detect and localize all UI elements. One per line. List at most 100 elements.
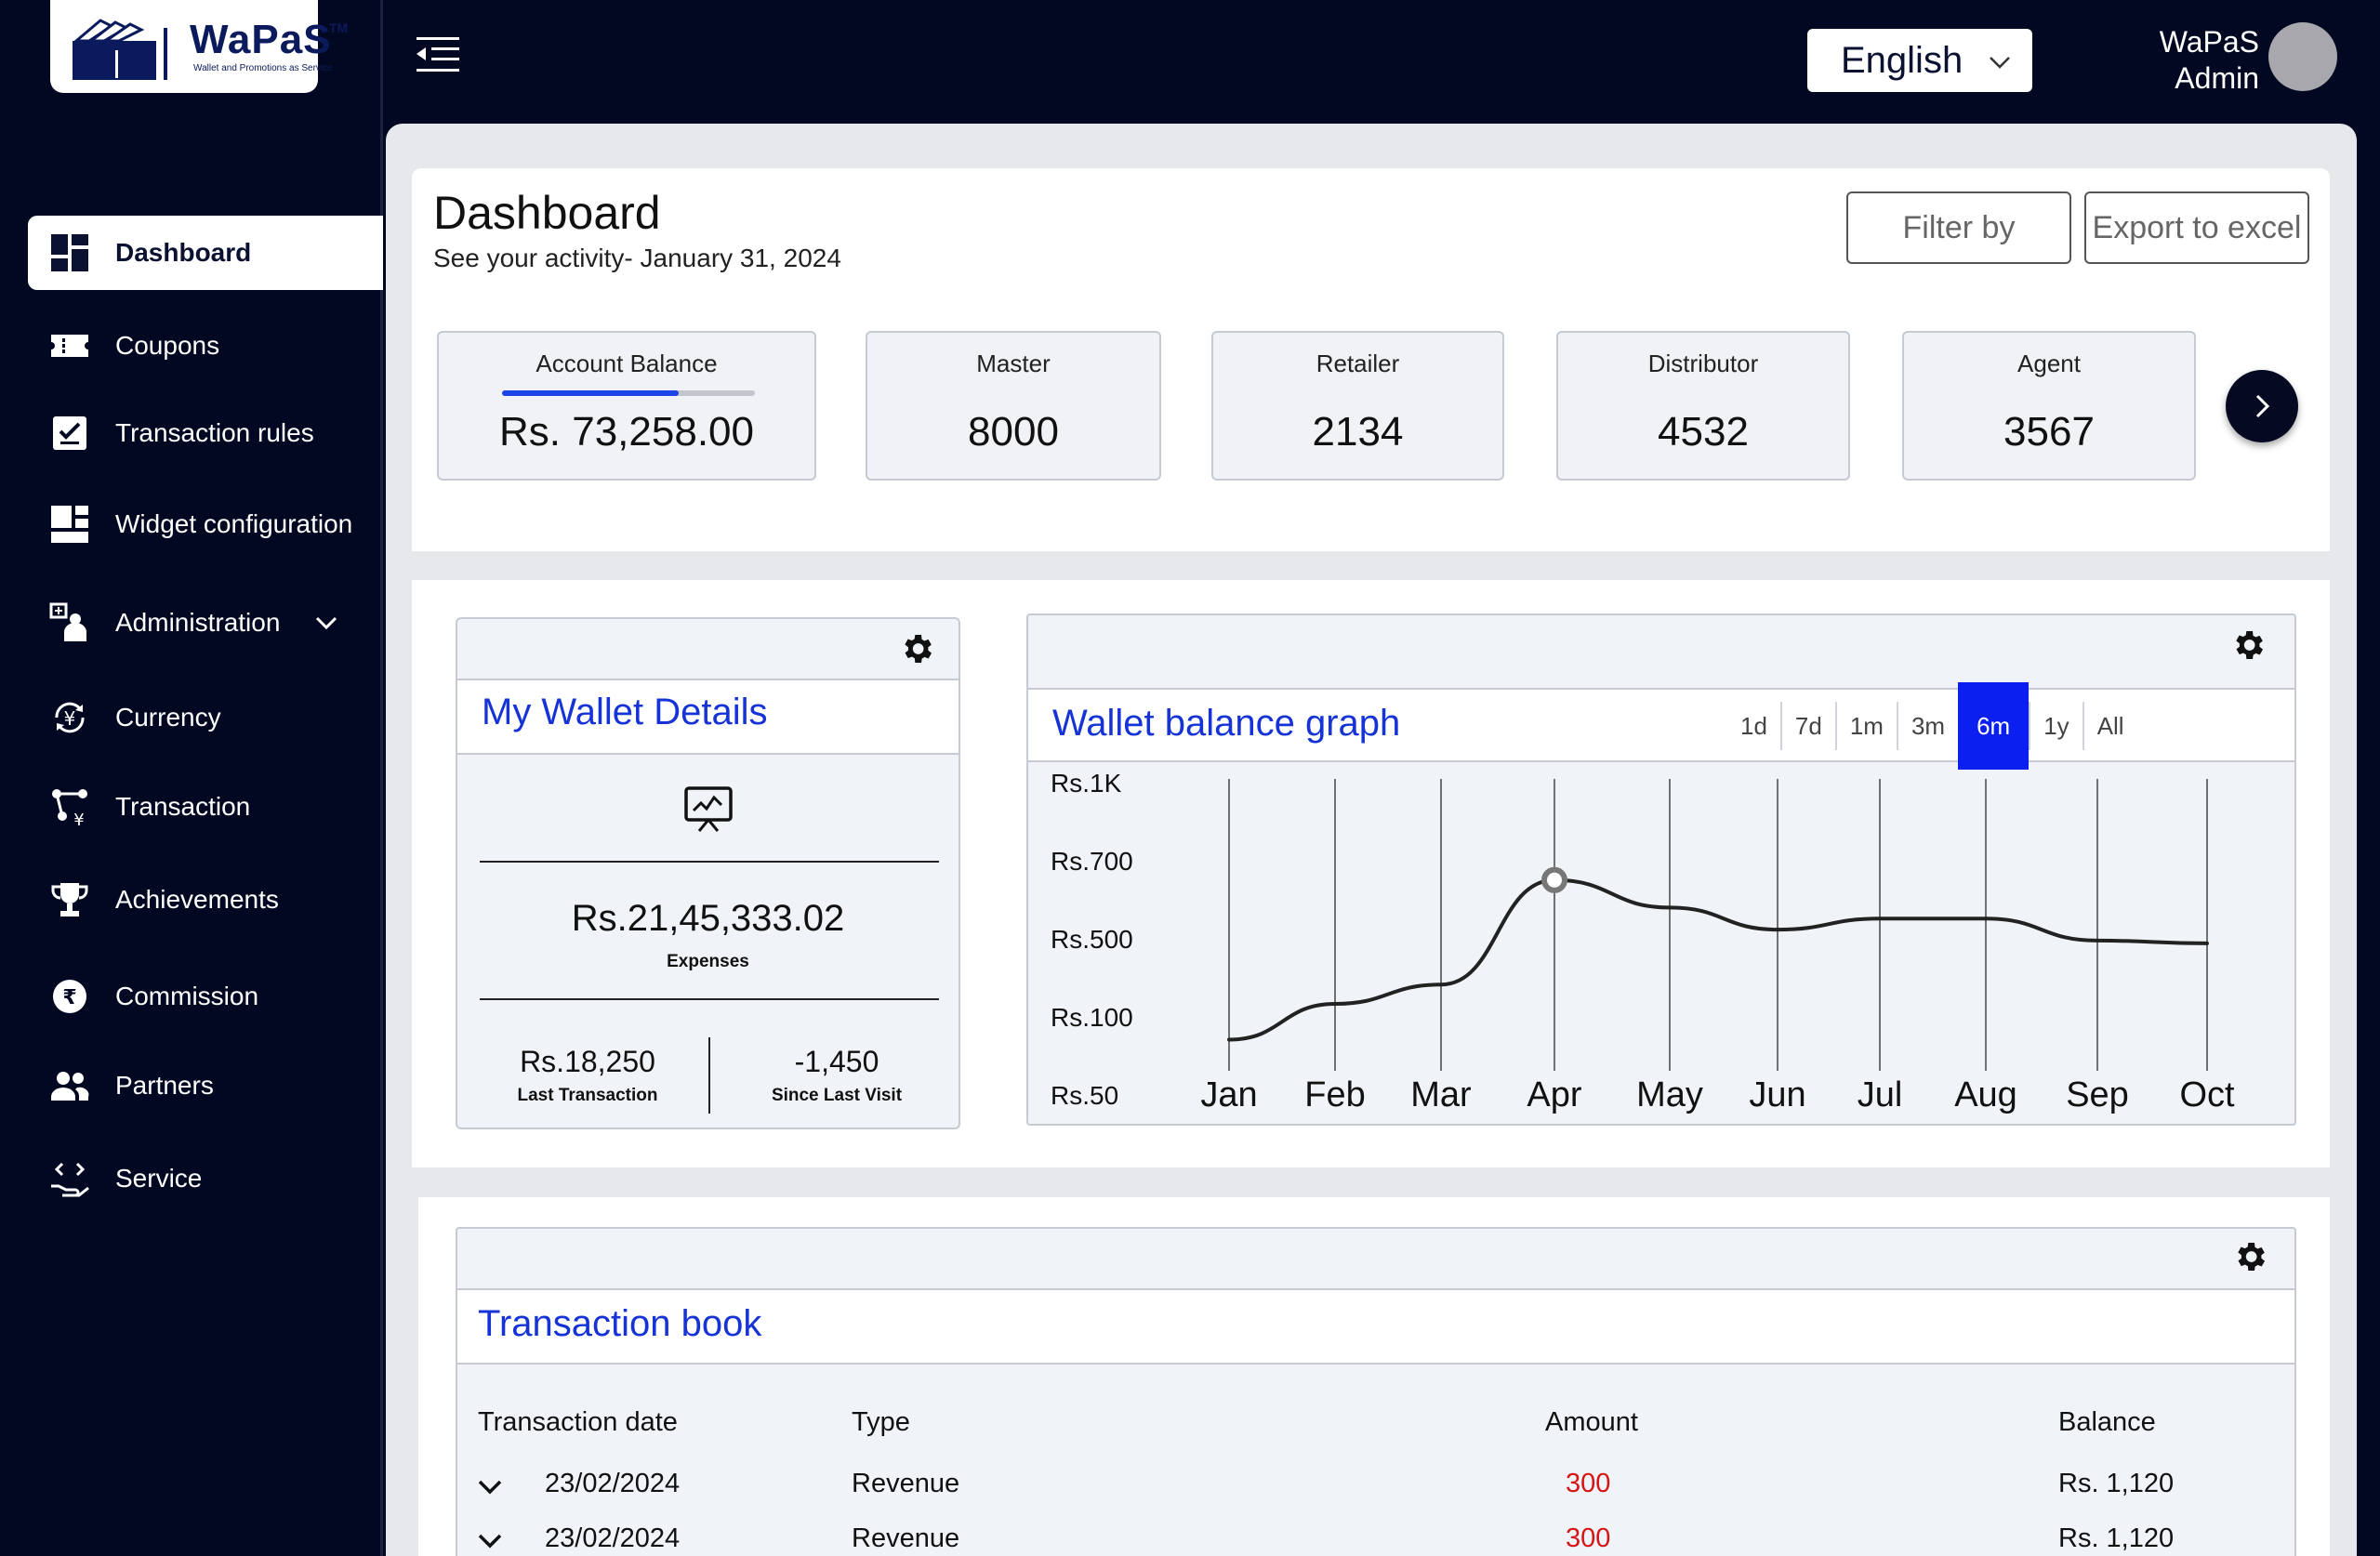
- sidebar-item-commission[interactable]: ₹ Commission: [28, 959, 383, 1034]
- sidebar-item-widget-configuration[interactable]: Widget configuration: [28, 487, 383, 561]
- x-tick-label: May: [1636, 1075, 1703, 1114]
- range-tab-6m[interactable]: 6m: [1958, 682, 2030, 770]
- export-excel-button[interactable]: Export to excel: [2084, 191, 2309, 264]
- widget-icon: [48, 503, 91, 546]
- stat-label: Retailer: [1316, 349, 1400, 377]
- wallet-logo-icon: [72, 19, 167, 80]
- wallet-amount: Rs.21,45,333.02: [571, 898, 845, 939]
- range-tab-3m[interactable]: 3m: [1896, 702, 1958, 750]
- last-transaction-label: Last Transaction: [517, 1086, 658, 1105]
- sidebar-item-coupons[interactable]: Coupons: [28, 309, 383, 383]
- gear-icon[interactable]: [898, 630, 935, 667]
- brand-logo[interactable]: WaPaS TM Wallet and Promotions as Servic…: [50, 0, 348, 93]
- stat-label: Agent: [2017, 349, 2081, 377]
- column-header-amount: Amount: [1545, 1407, 1638, 1437]
- sidebar-item-currency[interactable]: ¥ Currency: [28, 680, 383, 755]
- trophy-icon: [48, 878, 91, 921]
- series-line: [1228, 877, 2208, 1042]
- column-header-type: Type: [852, 1407, 910, 1437]
- sidebar-item-label: Achievements: [115, 885, 279, 914]
- chevron-down-icon[interactable]: [476, 1472, 504, 1500]
- chevron-down-icon[interactable]: [313, 610, 339, 636]
- stat-card-agent[interactable]: Agent 3567: [1902, 331, 2196, 481]
- x-tick-label: Oct: [2179, 1075, 2235, 1114]
- sidebar-item-achievements[interactable]: Achievements: [28, 863, 383, 937]
- wallet-title: My Wallet Details: [482, 692, 768, 732]
- since-last-visit-label: Since Last Visit: [771, 1086, 903, 1105]
- data-point: [1984, 916, 1988, 921]
- user-name[interactable]: WaPaS Admin: [2110, 24, 2259, 97]
- sidebar-item-label: Widget configuration: [115, 509, 353, 538]
- x-tick-label: Sep: [2066, 1075, 2129, 1114]
- sidebar-item-service[interactable]: Service: [28, 1141, 383, 1216]
- data-point: [2205, 941, 2209, 945]
- stat-value: 3567: [2003, 409, 2095, 455]
- divider: [708, 1037, 710, 1114]
- avatar[interactable]: [2268, 22, 2337, 91]
- svg-text:¥: ¥: [64, 707, 76, 730]
- brand-name: WaPaS: [190, 17, 332, 62]
- chevron-down-icon[interactable]: [476, 1526, 504, 1554]
- row-type: Revenue: [852, 1523, 960, 1553]
- y-tick-label: Rs.500: [1051, 925, 1133, 954]
- stat-card-retailer[interactable]: Retailer 2134: [1211, 331, 1504, 481]
- menu-collapse-icon[interactable]: [413, 35, 461, 74]
- sidebar-item-partners[interactable]: Partners: [28, 1048, 383, 1123]
- sidebar-item-label: Dashboard: [115, 238, 252, 267]
- x-tick-label: Feb: [1304, 1075, 1365, 1114]
- stat-progress-bar: [502, 390, 755, 396]
- x-tick-label: Aug: [1954, 1075, 2017, 1114]
- stat-card-master[interactable]: Master 8000: [866, 331, 1161, 481]
- stat-label: Master: [976, 349, 1051, 377]
- row-balance: Rs. 1,120: [2058, 1523, 2175, 1553]
- transaction-book-title: Transaction book: [478, 1303, 762, 1344]
- sidebar-item-label: Service: [115, 1164, 203, 1193]
- range-tab-1y[interactable]: 1y: [2029, 702, 2082, 750]
- sidebar-item-label: Currency: [115, 703, 221, 732]
- row-date: 23/02/2024: [545, 1469, 681, 1498]
- highlight-point[interactable]: [1541, 866, 1567, 893]
- range-tab-1d[interactable]: 1d: [1740, 711, 1767, 740]
- data-point: [1333, 1002, 1337, 1006]
- currency-exchange-icon: ¥: [48, 696, 91, 739]
- filter-button[interactable]: Filter by: [1846, 191, 2071, 264]
- page-subtitle: See your activity- January 31, 2024: [433, 244, 841, 272]
- graph-title: Wallet balance graph: [1052, 703, 1401, 744]
- row-amount: 300: [1566, 1469, 1611, 1498]
- row-balance: Rs. 1,120: [2058, 1469, 2175, 1498]
- y-tick-label: Rs.100: [1051, 1003, 1133, 1032]
- checklist-icon: [48, 412, 91, 455]
- sidebar-item-transaction[interactable]: ¥ Transaction: [28, 770, 383, 844]
- graph-header: Wallet balance graph 1d 7d 1m 3m 6m 1y All: [1028, 682, 2294, 770]
- people-icon: [48, 1064, 91, 1107]
- stat-label: Account Balance: [536, 349, 718, 377]
- stat-card-distributor[interactable]: Distributor 4532: [1556, 331, 1850, 481]
- page-title: Dashboard: [433, 187, 661, 239]
- language-select[interactable]: English: [1807, 29, 2032, 92]
- top-bar: [386, 0, 2380, 124]
- stat-card-account-balance[interactable]: Account Balance Rs. 73,258.00: [437, 331, 816, 481]
- row-date: 23/02/2024: [545, 1523, 681, 1553]
- x-tick-label: Apr: [1527, 1075, 1581, 1114]
- range-tab-All[interactable]: All: [2082, 702, 2137, 750]
- gear-icon[interactable]: [2231, 1238, 2268, 1275]
- stat-label: Distributor: [1647, 349, 1759, 377]
- range-tab-7d[interactable]: 7d: [1779, 702, 1835, 750]
- sidebar-item-administration[interactable]: Administration: [28, 586, 383, 660]
- range-tab-1m[interactable]: 1m: [1834, 702, 1897, 750]
- chevron-right-icon: [2255, 394, 2270, 418]
- stat-progress-fill: [502, 390, 680, 396]
- y-tick-label: Rs.50: [1051, 1081, 1118, 1110]
- range-tabs: 1d 7d 1m 3m 6m 1y All: [1727, 682, 2137, 770]
- sidebar-item-transaction-rules[interactable]: Transaction rules: [28, 396, 383, 470]
- next-stats-button[interactable]: [2226, 370, 2298, 442]
- wallet-amount-label: Expenses: [667, 952, 749, 971]
- sidebar-item-dashboard[interactable]: Dashboard: [28, 216, 383, 290]
- row-type: Revenue: [852, 1469, 960, 1498]
- x-tick-label: Jul: [1858, 1075, 1903, 1114]
- gear-icon[interactable]: [2229, 626, 2267, 664]
- x-tick-label: Mar: [1410, 1075, 1472, 1114]
- brand-tagline: Wallet and Promotions as Service: [193, 63, 333, 73]
- sidebar-item-label: Administration: [115, 608, 281, 637]
- wallet-details-card: My Wallet Details Rs.21,45,333.02 Expens…: [456, 617, 960, 1129]
